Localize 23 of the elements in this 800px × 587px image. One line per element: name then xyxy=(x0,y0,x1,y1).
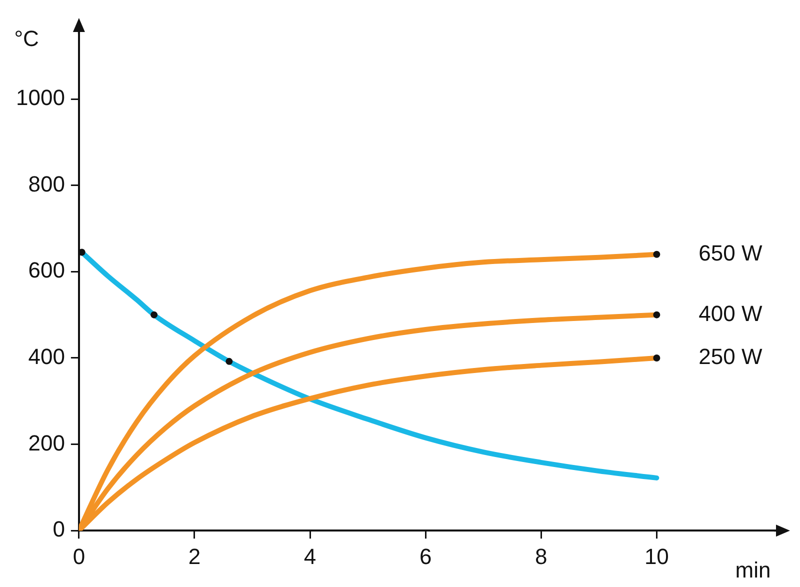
x-tick-label: 10 xyxy=(644,544,669,569)
y-tick-label: 0 xyxy=(52,516,65,542)
y-tick-label: 200 xyxy=(28,430,65,456)
y-tick-label: 800 xyxy=(28,171,65,196)
series-label: 400 W xyxy=(698,300,762,326)
x-axis-title: min xyxy=(735,558,771,583)
y-tick-label: 600 xyxy=(28,258,65,283)
y-tick-label: 1000 xyxy=(16,85,65,110)
y-tick-label: 400 xyxy=(28,344,65,370)
point xyxy=(653,250,660,258)
y-axis-title: °C xyxy=(14,26,40,52)
series-label: 250 W xyxy=(698,344,762,370)
series-label: 650 W xyxy=(698,240,762,266)
point xyxy=(653,311,660,318)
point xyxy=(653,354,660,362)
point xyxy=(150,311,158,318)
point xyxy=(226,358,233,365)
x-tick-label: 6 xyxy=(419,544,432,569)
x-tick-label: 2 xyxy=(188,544,201,569)
x-tick-label: 4 xyxy=(304,544,316,569)
x-tick-label: 0 xyxy=(72,544,86,569)
point xyxy=(78,248,86,256)
x-tick-label: 8 xyxy=(535,544,548,569)
